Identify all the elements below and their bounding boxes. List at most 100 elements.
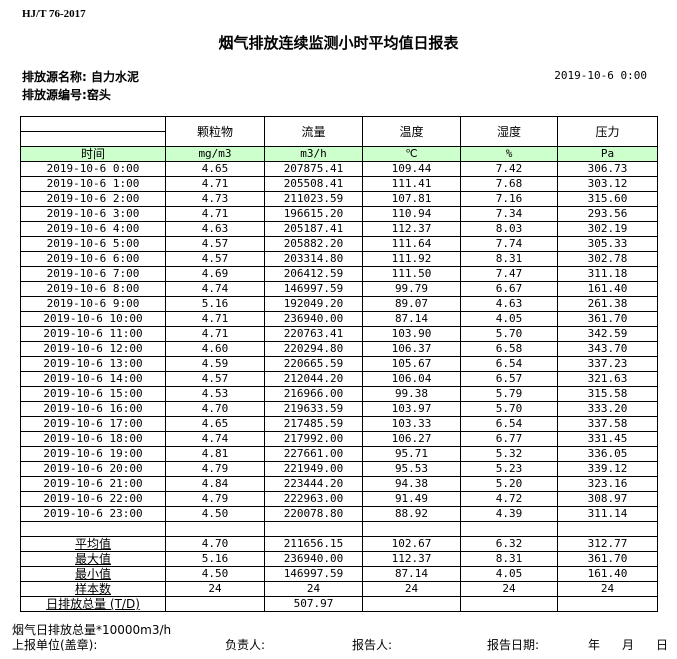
table-row: 2019-10-6 21:00 4.84 223444.20 94.38 5.20 323… <box>20 476 658 492</box>
value-cell: 7.16 <box>460 191 558 207</box>
value-cell: 4.57 <box>165 371 265 387</box>
value-cell: 5.70 <box>460 326 558 342</box>
value-cell: 111.50 <box>362 266 461 282</box>
value-cell: 4.63 <box>460 296 558 312</box>
value-cell: 227661.00 <box>264 446 363 462</box>
time-cell: 2019-10-6 5:00 <box>20 236 166 252</box>
table-row: 2019-10-6 5:00 4.57 205882.20 111.64 7.74 305… <box>20 236 658 252</box>
value-cell: 91.49 <box>362 491 461 507</box>
summary-value <box>557 596 658 612</box>
value-cell: 5.32 <box>460 446 558 462</box>
table-row: 2019-10-6 0:00 4.65 207875.41 109.44 7.42 306… <box>20 161 658 177</box>
value-cell: 337.23 <box>557 356 658 372</box>
value-cell: 302.78 <box>557 251 658 267</box>
column-header: 流量 <box>264 116 363 147</box>
value-cell: 207875.41 <box>264 161 363 177</box>
summary-label: 最小值 <box>20 566 166 582</box>
value-cell: 87.14 <box>362 311 461 327</box>
summary-value <box>362 596 461 612</box>
value-cell: 206412.59 <box>264 266 363 282</box>
footer-year: 年 <box>588 638 601 652</box>
summary-value: 24 <box>165 581 265 597</box>
table-row: 2019-10-6 18:00 4.74 217992.00 106.27 6.77 33… <box>20 431 658 447</box>
value-cell: 146997.59 <box>264 281 363 297</box>
table-row: 2019-10-6 20:00 4.79 221949.00 95.53 5.23 339… <box>20 461 658 477</box>
summary-row: 最大值 5.16 236940.00 112.37 8.31 361.70 <box>20 551 658 567</box>
source-id: 窑头 <box>86 88 111 102</box>
unit-cell: Pa <box>557 146 658 162</box>
value-cell: 205882.20 <box>264 236 363 252</box>
time-cell: 2019-10-6 6:00 <box>20 251 166 267</box>
time-cell: 2019-10-6 8:00 <box>20 281 166 297</box>
value-cell: 4.57 <box>165 251 265 267</box>
unit-cell: % <box>460 146 558 162</box>
summary-value: 312.77 <box>557 536 658 552</box>
summary-label: 样本数 <box>20 581 166 597</box>
summary-value <box>165 596 265 612</box>
summary-value: 4.50 <box>165 566 265 582</box>
value-cell: 261.38 <box>557 296 658 312</box>
time-cell: 2019-10-6 3:00 <box>20 206 166 222</box>
time-cell: 2019-10-6 7:00 <box>20 266 166 282</box>
blank-cell <box>362 521 461 537</box>
value-cell: 321.63 <box>557 371 658 387</box>
summary-label: 平均值 <box>20 536 166 552</box>
source-name: 自力水泥 <box>91 70 140 84</box>
value-cell: 6.58 <box>460 341 558 357</box>
table-row: 2019-10-6 2:00 4.73 211023.59 107.81 7.16 315… <box>20 191 658 207</box>
table-row: 2019-10-6 12:00 4.60 220294.80 106.37 6.58 34… <box>20 341 658 357</box>
value-cell: 4.57 <box>165 236 265 252</box>
value-cell: 106.37 <box>362 341 461 357</box>
source-id-row: 排放源编号:窑头 <box>22 86 111 103</box>
value-cell: 196615.20 <box>264 206 363 222</box>
time-cell: 2019-10-6 23:00 <box>20 506 166 522</box>
value-cell: 222963.00 <box>264 491 363 507</box>
value-cell: 4.79 <box>165 461 265 477</box>
summary-value: 4.70 <box>165 536 265 552</box>
summary-value: 146997.59 <box>264 566 363 582</box>
time-cell: 2019-10-6 1:00 <box>20 176 166 192</box>
value-cell: 323.16 <box>557 476 658 492</box>
blank-cell <box>20 521 166 537</box>
summary-value: 507.97 <box>264 596 363 612</box>
value-cell: 336.05 <box>557 446 658 462</box>
summary-value: 102.67 <box>362 536 461 552</box>
value-cell: 89.07 <box>362 296 461 312</box>
value-cell: 4.73 <box>165 191 265 207</box>
summary-row: 最小值 4.50 146997.59 87.14 4.05 161.40 <box>20 566 658 582</box>
value-cell: 4.05 <box>460 311 558 327</box>
value-cell: 223444.20 <box>264 476 363 492</box>
source-id-label: 排放源编号: <box>22 88 87 102</box>
value-cell: 4.81 <box>165 446 265 462</box>
table-row: 2019-10-6 14:00 4.57 212044.20 106.04 6.57 32… <box>20 371 658 387</box>
table-row: 2019-10-6 22:00 4.79 222963.00 91.49 4.72 308… <box>20 491 658 507</box>
value-cell: 303.12 <box>557 176 658 192</box>
value-cell: 217485.59 <box>264 416 363 432</box>
value-cell: 4.69 <box>165 266 265 282</box>
summary-value: 112.37 <box>362 551 461 567</box>
summary-value: 5.16 <box>165 551 265 567</box>
value-cell: 205187.41 <box>264 221 363 237</box>
value-cell: 106.04 <box>362 371 461 387</box>
value-cell: 112.37 <box>362 221 461 237</box>
standard-code: HJ/T 76-2017 <box>22 8 86 20</box>
value-cell: 111.92 <box>362 251 461 267</box>
report-date: 2019-10-6 0:00 <box>554 69 647 82</box>
value-cell: 4.72 <box>460 491 558 507</box>
footer-month: 月 <box>622 638 635 652</box>
value-cell: 6.57 <box>460 371 558 387</box>
value-cell: 220665.59 <box>264 356 363 372</box>
time-header: 时间 <box>20 146 166 162</box>
value-cell: 4.70 <box>165 401 265 417</box>
value-cell: 105.67 <box>362 356 461 372</box>
time-cell: 2019-10-6 10:00 <box>20 311 166 327</box>
report-table: 颗粒物 流量 温度 湿度 压力 时间 mg/m3 m3/h ℃% Pa 2019-10-6 0:00… <box>20 116 658 612</box>
value-cell: 4.71 <box>165 176 265 192</box>
table-row: 2019-10-6 7:00 4.69 206412.59 111.50 7.47 311… <box>20 266 658 282</box>
time-cell: 2019-10-6 4:00 <box>20 221 166 237</box>
table-row: 2019-10-6 4:00 4.63 205187.41 112.37 8.03 302… <box>20 221 658 237</box>
value-cell: 315.60 <box>557 191 658 207</box>
blank-row <box>20 521 658 537</box>
table-row: 2019-10-6 6:00 4.57 203314.80 111.92 8.31 302… <box>20 251 658 267</box>
source-name-row: 排放源名称: 自力水泥 <box>22 68 139 85</box>
